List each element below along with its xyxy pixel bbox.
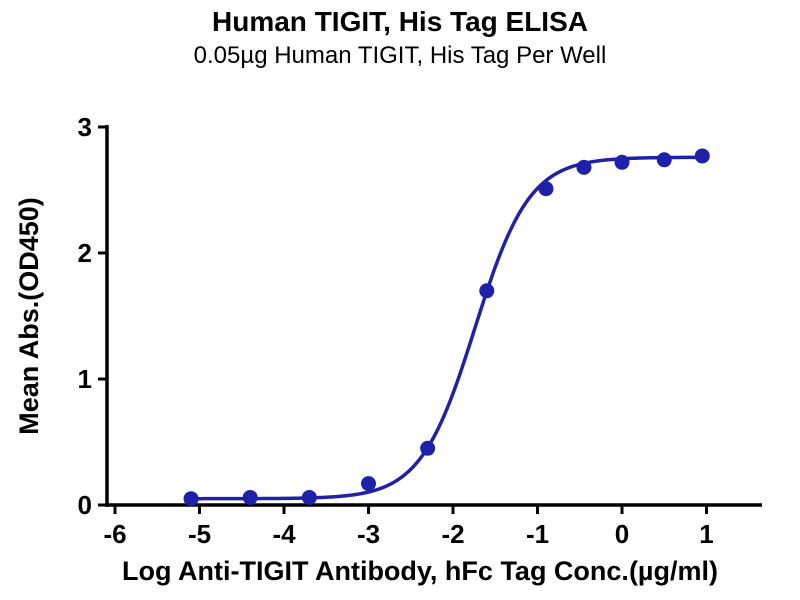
chart-subtitle: 0.05µg Human TIGIT, His Tag Per Well [193, 42, 607, 69]
data-point [242, 489, 258, 505]
x-tick-label: -2 [441, 519, 464, 549]
data-point [656, 152, 672, 168]
y-axis-label: Mean Abs.(OD450) [14, 197, 44, 435]
data-point [420, 440, 436, 456]
elisa-curve-chart: -6 -5 -4 -3 -2 -1 0 1 0 1 2 3 Log Anti-TIGIT Antibo… [14, 112, 762, 586]
chart-title: Human TIGIT, His Tag ELISA [212, 6, 588, 37]
fit-curve [189, 155, 703, 501]
x-axis-label: Log Anti-TIGIT Antibody, hFc Tag Conc.(µ… [122, 556, 718, 586]
x-tick-label: -1 [526, 519, 549, 549]
data-point [479, 283, 495, 299]
plot-content-layer [183, 148, 710, 507]
x-tick-label: -6 [103, 519, 126, 549]
y-tick-label: 1 [78, 364, 92, 394]
data-point [183, 491, 199, 507]
x-tick-label: -3 [357, 519, 380, 549]
data-point [576, 159, 592, 175]
data-point [538, 181, 554, 197]
x-tick-label: -4 [272, 519, 296, 549]
y-tick-label: 2 [78, 238, 92, 268]
data-point [614, 154, 630, 170]
axes-layer: -6 -5 -4 -3 -2 -1 0 1 0 1 2 3 [78, 112, 762, 549]
x-tick-label: 1 [699, 519, 713, 549]
data-point [361, 476, 376, 492]
y-tick-label: 0 [78, 490, 92, 520]
x-tick-label: 0 [615, 519, 629, 549]
data-point [301, 489, 317, 505]
x-tick-label: -5 [188, 519, 211, 549]
data-point [694, 148, 710, 164]
y-tick-label: 3 [78, 112, 92, 142]
